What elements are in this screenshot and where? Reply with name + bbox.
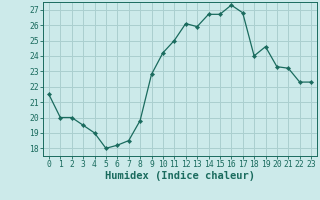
X-axis label: Humidex (Indice chaleur): Humidex (Indice chaleur): [105, 171, 255, 181]
